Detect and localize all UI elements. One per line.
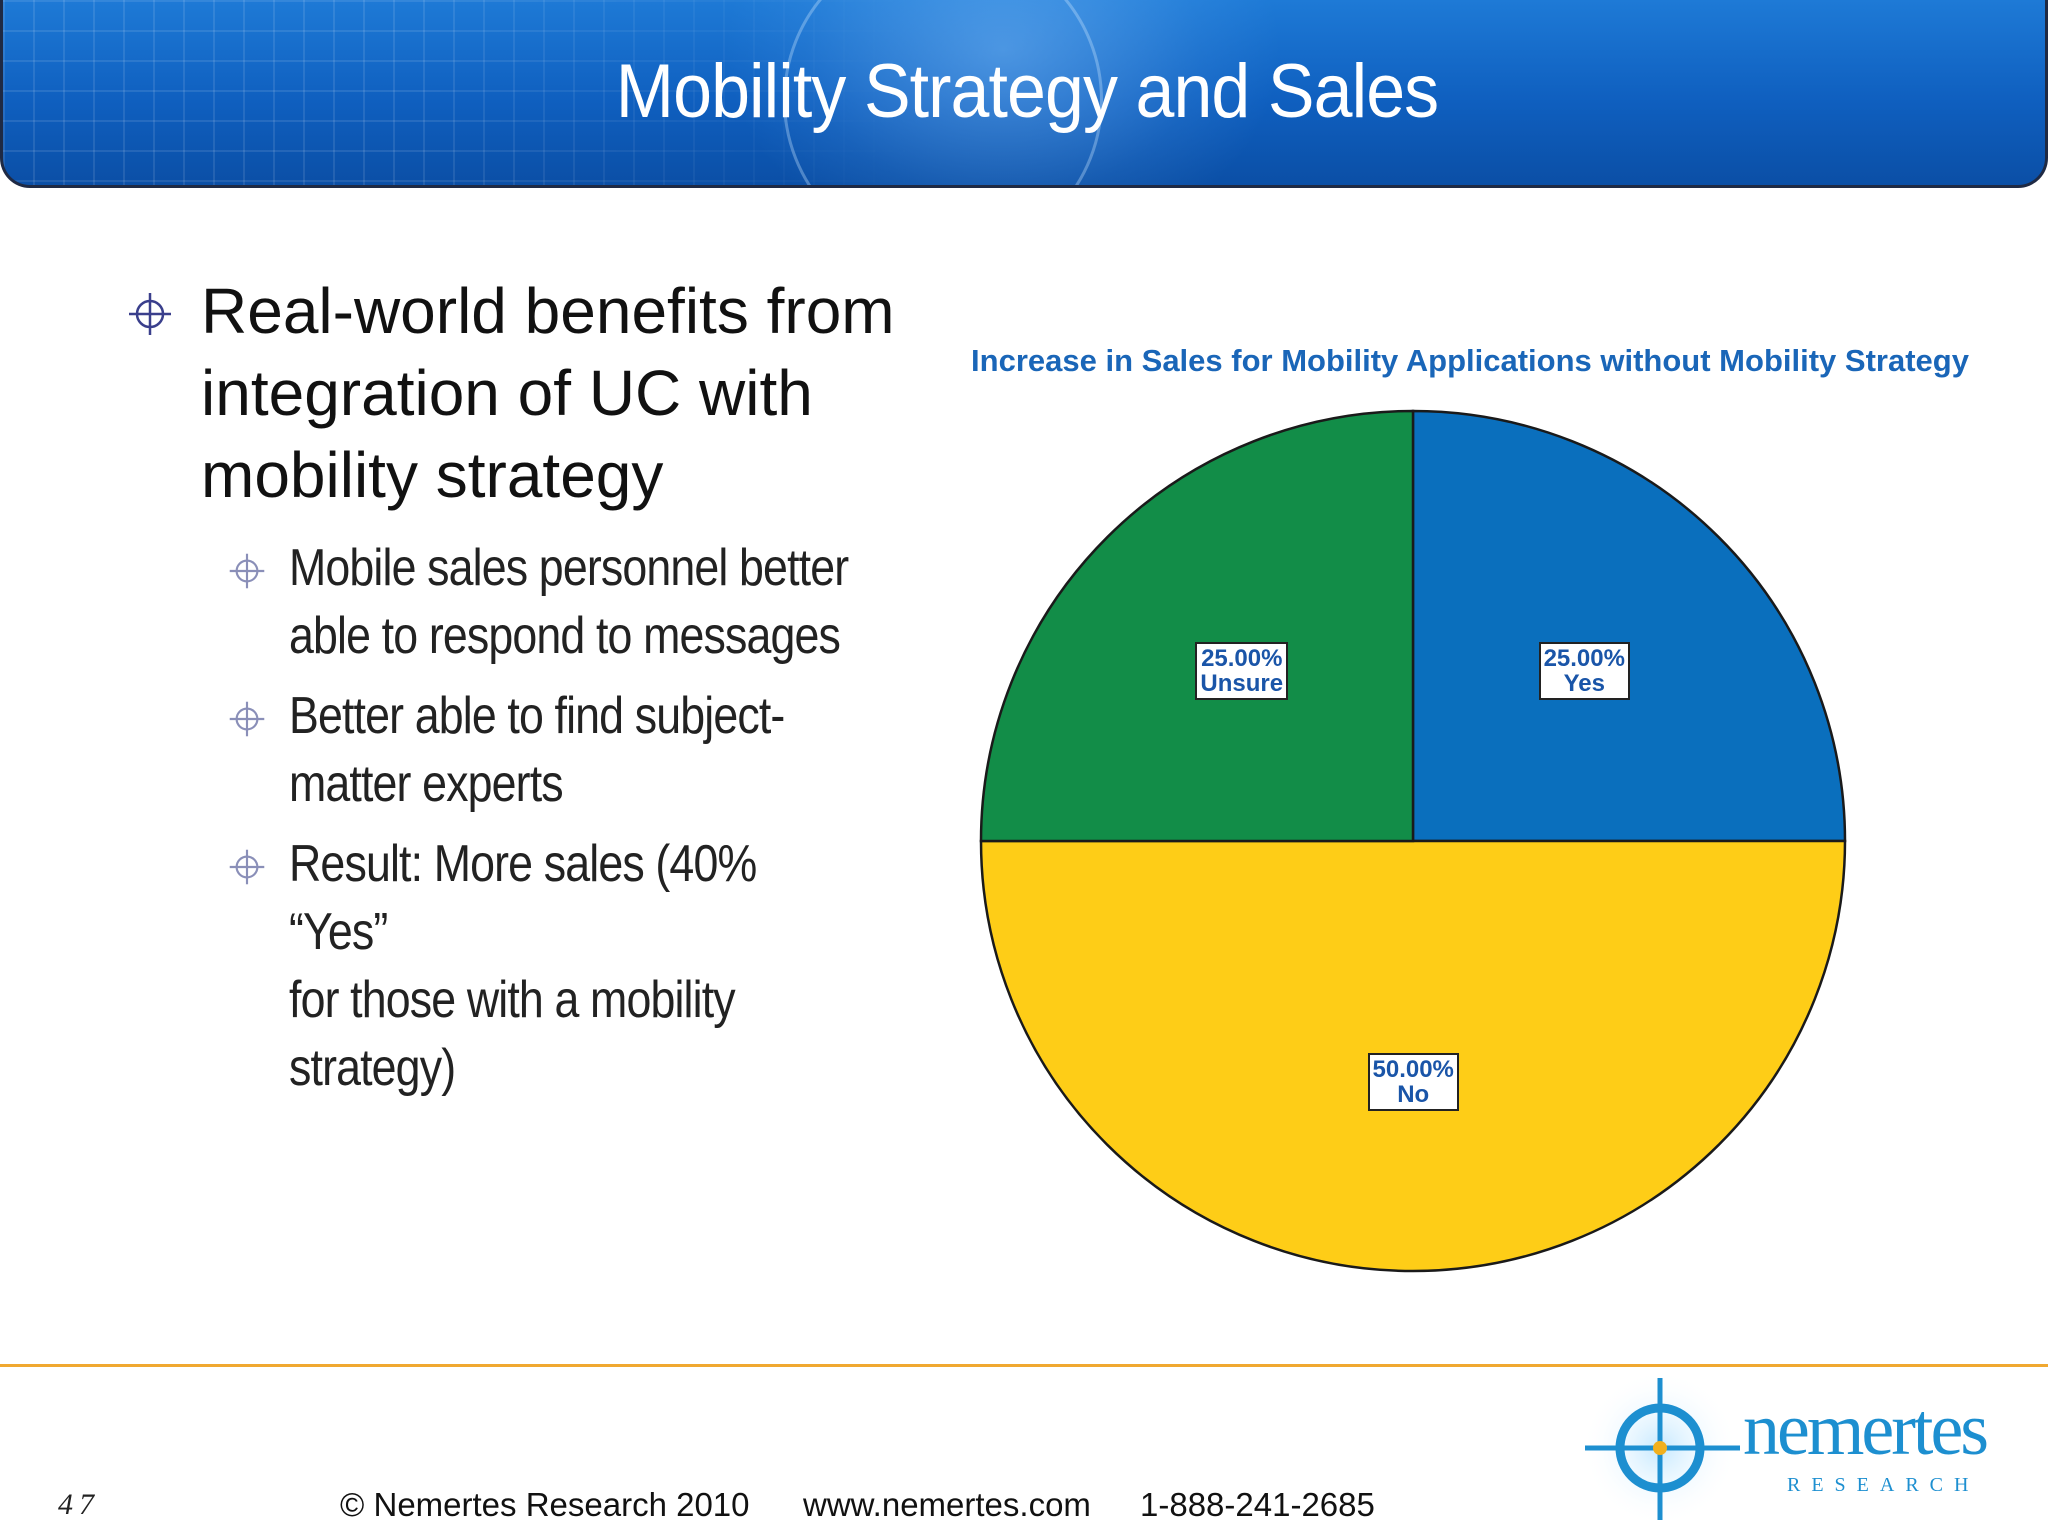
crosshair-bullet-icon: [229, 701, 265, 737]
sub-bullet: Result: More sales (40% “Yes” for those …: [128, 830, 948, 1102]
crosshair-bullet-icon: [229, 553, 265, 589]
logo-crosshair-icon: [1582, 1370, 1740, 1526]
chart-title: Increase in Sales for Mobility Applicati…: [971, 343, 1969, 378]
title-banner: Mobility Strategy and Sales: [0, 0, 2048, 188]
sub-bullet-line: strategy): [289, 1039, 456, 1097]
page-number: 47: [58, 1488, 100, 1521]
banner-arc: [783, 0, 1103, 185]
crosshair-bullet-icon: [129, 293, 171, 335]
bullet-list: Real-world benefits from integration of …: [128, 270, 948, 1102]
bullet-main-line: mobility strategy: [201, 439, 664, 511]
footer-phone: 1-888-241-2685: [1140, 1486, 1375, 1523]
pie-slice-label-yes: 25.00% Yes: [1538, 641, 1630, 700]
slice-value-label: 25.00%: [1543, 644, 1625, 672]
footer-divider: [0, 1364, 2048, 1367]
sub-bullet-line: able to respond to messages: [289, 607, 841, 665]
pie-slice-label-no: 50.00% No: [1367, 1052, 1459, 1111]
sub-bullet-line: Mobile sales personnel better: [289, 539, 849, 597]
sub-bullet-line: matter experts: [289, 755, 564, 813]
slice-category-label: Unsure: [1200, 669, 1284, 697]
sub-bullet: Better able to find subject- matter expe…: [128, 682, 948, 818]
footer-website-link[interactable]: www.nemertes.com: [803, 1486, 1091, 1523]
slice-category-label: Yes: [1563, 669, 1605, 697]
pie-slice-unsure: [979, 409, 1415, 843]
nemertes-logo: nemertes RESEARCH: [1575, 1370, 2035, 1536]
sub-bullet-line: Result: More sales (40% “Yes”: [289, 835, 757, 961]
logo-subtitle: RESEARCH: [1787, 1474, 1980, 1496]
sub-bullet-line: for those with a mobility: [289, 971, 736, 1029]
pie-slice-yes: [1411, 409, 1847, 843]
sub-bullet: Mobile sales personnel better able to re…: [128, 534, 948, 670]
bullet-main-line: Real-world benefits from: [201, 275, 895, 347]
sub-bullet-line: Better able to find subject-: [289, 687, 785, 745]
slice-value-label: 50.00%: [1372, 1055, 1454, 1083]
bullet-main: Real-world benefits from integration of …: [128, 270, 948, 516]
page-title: Mobility Strategy and Sales: [615, 49, 1439, 134]
footer-copyright: © Nemertes Research 2010: [340, 1486, 750, 1523]
slice-category-label: No: [1397, 1080, 1430, 1108]
pie-slice-label-unsure: 25.00% Unsure: [1195, 641, 1289, 700]
logo-wordmark: nemertes: [1743, 1389, 1989, 1471]
slice-value-label: 25.00%: [1201, 644, 1283, 672]
bullet-main-line: integration of UC with: [201, 357, 813, 429]
crosshair-bullet-icon: [229, 849, 265, 885]
